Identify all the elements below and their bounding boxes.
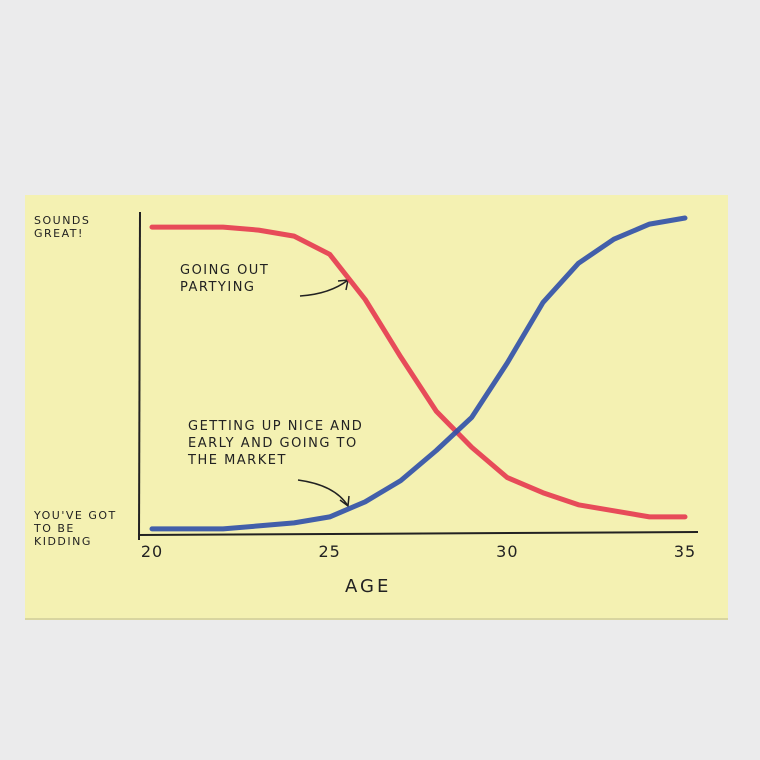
line <box>149 224 688 520</box>
x-axis-label: AGE <box>345 576 392 597</box>
series-annotation: GETTING UP NICE AND EARLY AND GOING TO T… <box>188 419 364 468</box>
y-axis <box>138 211 141 541</box>
x-axis <box>137 531 699 536</box>
series-annotation: GOING OUT PARTYING <box>180 263 270 295</box>
x-tick-label: 20 <box>140 542 164 561</box>
line <box>149 215 688 532</box>
y-tick-label: SOUNDS GREAT! <box>34 214 91 241</box>
x-tick-label: 25 <box>318 542 341 561</box>
x-tick-label: 30 <box>496 542 519 561</box>
x-tick-label: 35 <box>673 542 697 561</box>
y-tick-label: YOU'VE GOT TO BE KIDDING <box>34 509 117 549</box>
sticky-note <box>25 195 728 619</box>
arrow <box>297 479 350 508</box>
